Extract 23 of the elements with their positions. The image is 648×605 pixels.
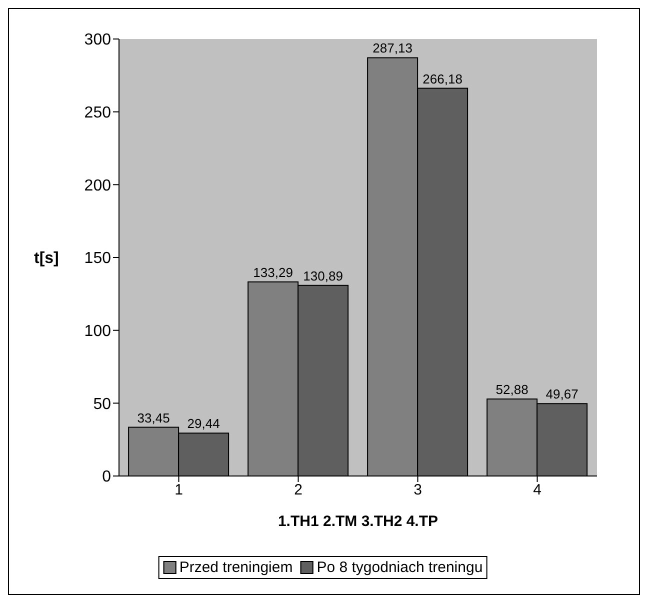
y-tick-label: 0: [102, 468, 112, 486]
data-label: 130,89: [303, 268, 343, 284]
data-label: 133,29: [253, 264, 293, 280]
x-tick-label: 1: [174, 482, 183, 499]
data-label: 33,45: [137, 410, 170, 426]
data-label: 29,44: [187, 416, 220, 432]
x-tick-label: 4: [533, 482, 542, 499]
data-label: 52,88: [496, 382, 528, 397]
data-label: 266,18: [422, 71, 462, 86]
y-tick-label: 150: [84, 250, 112, 268]
legend-label: Po 8 tygodniach treningu: [316, 559, 483, 576]
x-tick-label: 3: [414, 482, 422, 499]
x-tick-label: 2: [294, 482, 302, 499]
y-tick-label: 200: [84, 177, 112, 194]
data-label: 49,67: [546, 386, 578, 402]
y-axis-title: t[s]: [34, 250, 59, 268]
data-label: 287,13: [372, 40, 412, 56]
y-tick-label: 250: [84, 104, 112, 122]
y-tick-label: 100: [84, 323, 112, 340]
legend-label: Przed treningiem: [179, 559, 293, 576]
y-tick-label: 300: [84, 32, 112, 49]
x-axis-title: 1.TH1 2.TM 3.TH2 4.TP: [278, 513, 438, 530]
y-tick-label: 50: [93, 396, 112, 413]
